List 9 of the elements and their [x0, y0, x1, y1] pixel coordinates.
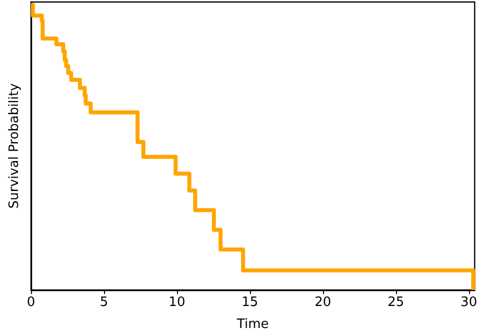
x-tick-label: 30 [460, 295, 478, 310]
x-tick-label: 15 [242, 295, 258, 310]
x-tick-label: 20 [314, 295, 332, 310]
x-tick-label: 0 [26, 295, 36, 310]
x-axis-title: Time [236, 317, 269, 332]
x-tick-label: 5 [100, 295, 108, 310]
x-tick-label: 25 [388, 295, 404, 310]
y-axis-title: Survival Probability [7, 83, 22, 209]
x-tick-label: 10 [168, 295, 186, 310]
